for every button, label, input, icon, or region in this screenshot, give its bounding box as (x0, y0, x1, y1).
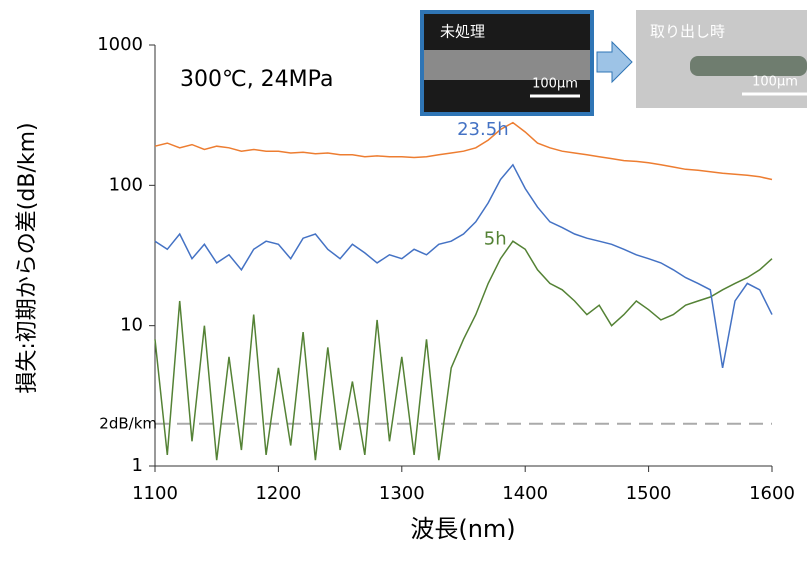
x-tick-label: 1100 (132, 483, 178, 504)
scale-label: 100μm (532, 77, 578, 92)
inset-label: 取り出し時 (650, 23, 725, 41)
series-line (154, 240, 773, 461)
y-tick-label: 1 (132, 455, 143, 476)
series-label: 23.5h (457, 119, 509, 140)
inset-untreated: 未処理 100μm (420, 10, 594, 116)
x-tick-label: 1300 (379, 483, 425, 504)
x-tick-label: 1600 (749, 483, 795, 504)
y-tick-label: 1000 (97, 34, 143, 55)
x-tick-label: 1500 (626, 483, 672, 504)
y-axis-label: 損失:初期からの差(dB/km) (15, 122, 40, 393)
fiber-image (690, 56, 807, 76)
x-tick-label: 1400 (502, 483, 548, 504)
y-tick-label: 100 (109, 174, 143, 195)
x-axis-label: 波長(nm) (410, 515, 515, 543)
series-label: 5h (484, 229, 507, 250)
fiber-image (424, 50, 590, 80)
arrow (596, 40, 633, 84)
inset-label: 未処理 (440, 23, 485, 41)
x-tick-label: 1200 (255, 483, 301, 504)
inset-removed: 取り出し時 100μm (636, 10, 807, 108)
series-line (154, 121, 773, 181)
series-line (154, 163, 773, 369)
reference-label: 2dB/km (99, 414, 157, 432)
y-tick-label: 10 (120, 315, 143, 336)
scale-label: 100μm (752, 75, 798, 90)
chart-title: 300℃, 24MPa (180, 67, 333, 92)
